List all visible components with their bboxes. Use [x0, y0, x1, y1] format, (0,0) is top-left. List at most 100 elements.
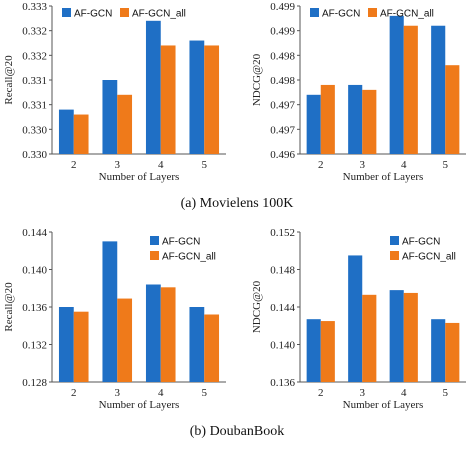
x-tick-label: 5 [202, 159, 208, 171]
bar-af-gcn [431, 319, 446, 382]
x-tick-label: 4 [158, 159, 164, 171]
bar-af-gcn-all [73, 311, 89, 382]
y-tick-label: 0.132 [22, 340, 47, 352]
y-tick-label: 0.333 [22, 1, 47, 13]
panel-doubanbook-recall: 0.128 0.132 0.136 0.140 0.144 2 3 4 5 Number of L… [3, 227, 226, 411]
x-tick-label: 3 [115, 387, 121, 399]
panel-doubanbook-ndcg: 0.136 0.140 0.144 0.148 0.152 2 3 4 5 Number of L… [251, 227, 466, 411]
y-tick-label: 0.498 [270, 75, 295, 87]
x-tick-label: 3 [115, 159, 121, 171]
x-tick-label: 3 [360, 387, 366, 399]
x-axis-label: Number of Layers [343, 171, 424, 183]
bar-af-gcn-all [204, 45, 220, 154]
bar-af-gcn [58, 109, 74, 154]
bar-af-gcn [145, 20, 161, 154]
x-axis-label: Number of Layers [343, 399, 424, 411]
panel-movielens-ndcg: 0.496 0.497 0.497 0.498 0.498 0.499 0.499 2 3 4 5 N… [251, 1, 466, 183]
legend-label: AF-GCN_all [402, 252, 456, 263]
legend-label: AF-GCN_all [380, 9, 434, 20]
y-tick-label: 0.144 [22, 227, 47, 239]
y-tick-label: 0.497 [270, 100, 295, 112]
x-axis-label: Number of Layers [99, 171, 180, 183]
bar-af-gcn [306, 319, 321, 382]
y-axis-label: Recall@20 [3, 55, 15, 105]
y-tick-label: 0.331 [22, 100, 47, 112]
x-tick-label: 5 [443, 159, 449, 171]
legend-label: AF-GCN_all [132, 9, 186, 20]
y-tick-label: 0.148 [270, 265, 295, 277]
x-tick-label: 2 [71, 387, 77, 399]
bar-af-gcn-all [320, 321, 335, 382]
bar-af-gcn-all [117, 298, 133, 382]
legend-swatch [390, 251, 399, 260]
x-tick-label: 4 [158, 387, 164, 399]
caption-doubanbook: (b) DoubanBook [189, 424, 285, 439]
legend-label: AF-GCN [322, 9, 360, 20]
y-tick-label: 0.499 [270, 26, 295, 38]
bar-af-gcn [102, 241, 118, 382]
bar-af-gcn-all [403, 292, 418, 382]
y-tick-label: 0.330 [22, 149, 47, 161]
x-tick-label: 2 [71, 159, 77, 171]
y-tick-label: 0.136 [22, 302, 47, 314]
x-tick-label: 2 [318, 387, 324, 399]
bar-af-gcn [189, 307, 205, 382]
bar-af-gcn-all [204, 314, 220, 382]
panel-movielens-recall: 0.330 0.330 0.331 0.331 0.332 0.332 0.333 2 3 4 5 N… [3, 1, 226, 183]
x-tick-label: 4 [401, 387, 407, 399]
x-axis-label: Number of Layers [99, 399, 180, 411]
bar-af-gcn [145, 284, 161, 382]
y-tick-label: 0.497 [270, 124, 295, 136]
legend-swatch [150, 236, 159, 245]
y-tick-label: 0.498 [270, 50, 295, 62]
bar-af-gcn [102, 80, 118, 154]
y-tick-label: 0.140 [22, 265, 47, 277]
bar-af-gcn-all [73, 114, 89, 154]
y-tick-label: 0.152 [270, 227, 295, 239]
legend-swatch [390, 236, 399, 245]
bar-af-gcn [306, 94, 321, 154]
y-tick-label: 0.496 [270, 149, 295, 161]
bar-af-gcn [348, 255, 363, 382]
legend-label: AF-GCN [402, 237, 440, 248]
bar-af-gcn-all [362, 294, 377, 382]
y-tick-label: 0.330 [22, 124, 47, 136]
caption-movielens: (a) Movielens 100K [180, 196, 294, 211]
y-tick-label: 0.140 [270, 340, 295, 352]
legend-swatch [150, 251, 159, 260]
y-tick-label: 0.144 [270, 302, 295, 314]
bar-af-gcn [389, 15, 404, 154]
x-tick-label: 5 [202, 387, 208, 399]
legend-swatch [120, 8, 129, 17]
legend-label: AF-GCN [162, 237, 200, 248]
y-axis-label: NDCG@20 [251, 53, 263, 106]
bar-af-gcn-all [445, 322, 460, 382]
x-tick-label: 5 [443, 387, 449, 399]
bar-af-gcn-all [117, 94, 133, 154]
bar-af-gcn-all [403, 25, 418, 154]
bar-af-gcn-all [320, 84, 335, 154]
y-tick-label: 0.499 [270, 1, 295, 13]
bar-af-gcn [189, 40, 205, 154]
bar-af-gcn-all [362, 89, 377, 154]
x-tick-label: 2 [318, 159, 324, 171]
bar-af-gcn [389, 290, 404, 382]
y-tick-label: 0.128 [22, 377, 47, 389]
bar-af-gcn [348, 84, 363, 154]
y-axis-label: Recall@20 [3, 282, 15, 332]
x-tick-label: 3 [360, 159, 366, 171]
bar-af-gcn [58, 307, 74, 382]
bar-af-gcn-all [445, 65, 460, 154]
y-tick-label: 0.332 [22, 26, 47, 38]
legend-label: AF-GCN [74, 9, 112, 20]
y-axis-label: NDCG@20 [251, 280, 263, 333]
bar-af-gcn [431, 25, 446, 154]
bar-af-gcn-all [160, 45, 176, 154]
y-tick-label: 0.331 [22, 75, 47, 87]
legend-swatch [62, 8, 71, 17]
y-tick-label: 0.332 [22, 50, 47, 62]
bar-af-gcn-all [160, 287, 176, 382]
legend-swatch [310, 8, 319, 17]
y-tick-label: 0.136 [270, 377, 295, 389]
